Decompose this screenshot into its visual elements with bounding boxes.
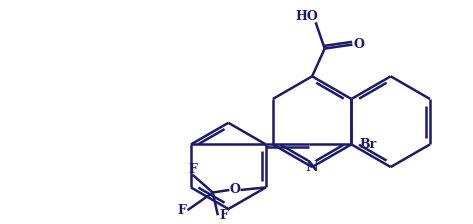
Text: O: O bbox=[353, 38, 364, 51]
Text: HO: HO bbox=[295, 10, 318, 23]
Text: F: F bbox=[188, 163, 197, 176]
Text: Br: Br bbox=[359, 138, 376, 151]
Text: O: O bbox=[229, 183, 240, 196]
Text: N: N bbox=[306, 160, 318, 174]
Text: F: F bbox=[219, 209, 228, 222]
Text: F: F bbox=[177, 204, 186, 217]
